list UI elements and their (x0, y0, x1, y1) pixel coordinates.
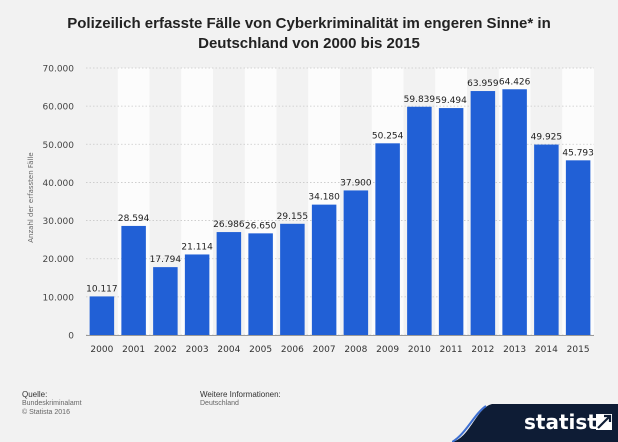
x-tick-label: 2001 (122, 345, 145, 355)
x-tick-label: 2002 (154, 345, 177, 355)
bar-value-label: 29.155 (277, 212, 309, 222)
source-block: Quelle: Bundeskriminalamt © Statista 201… (22, 390, 82, 417)
bar (121, 225, 146, 335)
bar (153, 267, 178, 335)
bar-value-label: 34.180 (308, 193, 340, 203)
y-tick-label: 40.000 (43, 179, 75, 189)
bar (280, 223, 305, 335)
x-tick-label: 2009 (376, 345, 399, 355)
bar (89, 296, 115, 335)
x-tick-label: 2011 (440, 345, 463, 355)
bar (343, 190, 369, 335)
copyright-text: © Statista 2016 (22, 409, 70, 416)
bar-value-label: 26.650 (245, 221, 277, 231)
bar (407, 106, 432, 335)
info-block: Weitere Informationen: Deutschland (200, 390, 281, 408)
source-name: Bundeskriminalamt (22, 400, 82, 407)
x-tick-label: 2005 (249, 345, 272, 355)
x-tick-label: 2006 (281, 345, 304, 355)
x-tick-label: 2015 (567, 345, 590, 355)
y-tick-label: 70.000 (43, 65, 75, 75)
x-tick-label: 2012 (471, 345, 494, 355)
chart-title: Polizeilich erfasste Fälle von Cyberkrim… (0, 14, 618, 54)
bar-value-label: 26.986 (213, 220, 245, 230)
bar-value-label: 37.900 (340, 178, 372, 188)
bar-value-label: 64.426 (499, 77, 531, 87)
y-tick-label: 10.000 (43, 293, 75, 303)
bar (248, 233, 273, 335)
x-tick-label: 2008 (344, 345, 367, 355)
bar-value-label: 28.594 (118, 214, 150, 224)
bar-value-label: 63.959 (467, 79, 499, 89)
bar (565, 160, 591, 335)
bar (470, 91, 496, 335)
x-tick-label: 2004 (217, 345, 240, 355)
x-tick-label: 2007 (313, 345, 336, 355)
bar-value-label: 17.794 (150, 255, 182, 265)
info-value: Deutschland (200, 400, 239, 407)
y-tick-label: 60.000 (43, 103, 75, 113)
bar-value-label: 59.839 (404, 95, 436, 105)
logo-wordmark: statista (524, 410, 610, 434)
source-label: Quelle: (22, 390, 48, 399)
x-tick-label: 2000 (90, 345, 113, 355)
bar (438, 108, 464, 336)
bar (216, 232, 242, 335)
bar (534, 144, 559, 335)
bar (375, 143, 400, 335)
y-tick-label: 30.000 (43, 217, 75, 227)
bar (184, 254, 210, 335)
chart-title-line-1: Polizeilich erfasste Fälle von Cyberkrim… (67, 15, 551, 32)
x-tick-label: 2014 (535, 345, 558, 355)
chart-title-line-2: Deutschland von 2000 bis 2015 (198, 35, 420, 52)
x-tick-label: 2010 (408, 345, 431, 355)
bar-value-label: 10.117 (86, 284, 118, 294)
y-tick-label: 50.000 (43, 141, 75, 151)
x-tick-label: 2003 (186, 345, 209, 355)
info-label: Weitere Informationen: (200, 390, 281, 399)
bar (311, 204, 337, 335)
bar-value-label: 50.254 (372, 131, 404, 141)
bar (502, 89, 527, 335)
logo-icon (596, 414, 612, 430)
y-tick-label: 0 (68, 332, 74, 342)
bar-value-label: 59.494 (435, 96, 467, 106)
y-axis-label: Anzahl der erfassten Fälle (27, 152, 35, 242)
y-tick-label: 20.000 (43, 255, 75, 265)
bar-value-label: 21.114 (181, 242, 213, 252)
statista-logo[interactable]: statista (452, 404, 618, 442)
x-tick-label: 2013 (503, 345, 526, 355)
logo-swoosh (452, 405, 487, 442)
logo-background (452, 404, 618, 442)
bar-value-label: 45.793 (562, 148, 594, 158)
bar-value-label: 49.925 (531, 133, 563, 143)
